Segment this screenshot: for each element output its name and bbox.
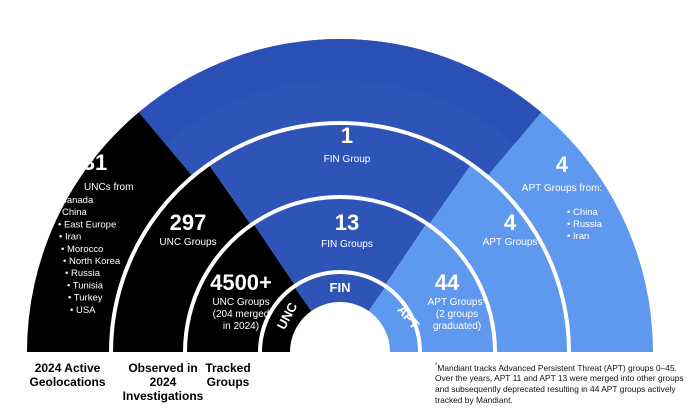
observed-fin-segment [209,125,471,224]
geo-unc-country: • East Europe [58,219,116,230]
observed-apt-value: 4 [504,210,517,235]
geo-unc-country: • Canada [54,195,94,206]
geo-unc-country: • Tunisia [67,280,104,291]
geo-unc-segment [27,112,192,352]
observed-unc-caption: UNC Groups [159,237,216,248]
observed-apt-segment [430,166,567,352]
tracked-unc-caption-line: (204 merged [213,309,270,320]
tracked-apt-caption-line: graduated) [433,321,481,332]
geo-unc-country: • Turkey [68,293,103,304]
geo-unc-country: • Iran [59,232,81,243]
geo-unc-country: • North Korea [63,256,121,267]
geo-unc-country: • China [56,207,88,218]
observed-fin-caption: FIN Groups [321,239,373,250]
geo-unc-caption: UNCs from [84,182,133,193]
tracked-apt-caption-line: (2 groups [436,309,478,320]
top-band-segment [138,39,542,144]
geo-apt-country: • China [567,207,599,218]
geo-apt-segment [488,112,653,352]
observed-apt-caption: APT Groups [483,237,538,248]
footnote-mark: * [435,363,438,369]
tracked-apt-segment [385,225,493,352]
tracked-unc-segment [187,225,295,352]
observed-unc-segment [113,166,250,352]
observed-fin-value: 13 [335,210,359,235]
footnote-text: Mandiant tracks Advanced Persistent Thre… [435,362,684,405]
row-label-observed: Observed in 2024 Investigations [122,361,204,403]
geo-unc-country: • Russia [65,268,101,279]
geo-apt-value: 4 [556,152,569,177]
geo-unc-country: • Morocco [61,244,103,255]
fin-category-label: FIN [330,280,351,295]
geo-apt-caption: APT Groups from: [522,183,602,194]
tracked-apt-caption-line: APT Groups* [428,297,487,308]
footnote: *Mandiant tracks Advanced Persistent Thr… [435,361,690,405]
geo-unc-value: 31 [83,150,107,175]
tracked-unc-value: 4500+ [210,270,272,295]
tracked-unc-caption-line: in 2024) [223,321,259,332]
geo-fin-value: 1 [341,123,353,148]
row-label-geolocations: 2024 Active Geolocations [29,361,106,389]
unc-category-segment [262,288,312,352]
geo-unc-country: • USA [70,305,96,316]
fin-category-segment [295,274,385,312]
row-label-tracked: Tracked Groups [205,361,251,389]
observed-unc-value: 297 [170,210,207,235]
tracked-apt-value: 44 [435,270,460,295]
geo-fin-caption: FIN Group [324,154,371,165]
tracked-unc-caption-line: UNC Groups [212,297,269,308]
geo-apt-country: • Russia [567,219,603,230]
geo-apt-country: • Iran [567,231,589,242]
apt-category-segment [368,288,418,352]
tracked-fin-segment [254,199,426,285]
